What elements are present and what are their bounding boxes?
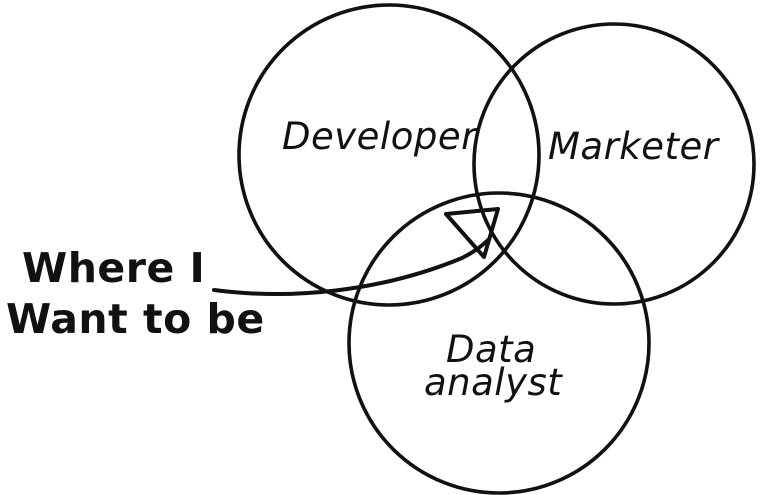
- arrow-shaft: [212, 238, 490, 296]
- marketer-circle: [472, 22, 756, 306]
- marketer-label: Marketer: [548, 125, 721, 168]
- data-analyst-label-line-1: Data: [446, 328, 536, 371]
- data-analyst-label-line-2: analyst: [424, 361, 563, 404]
- annotation-line-1: Where I: [22, 244, 205, 292]
- annotation-line-2: Want to be: [6, 295, 265, 343]
- developer-circle: [237, 3, 541, 307]
- arrow-head: [444, 207, 500, 259]
- data-analyst-circle: [347, 191, 651, 495]
- developer-label: Developer: [282, 115, 479, 158]
- arrow: [212, 207, 500, 296]
